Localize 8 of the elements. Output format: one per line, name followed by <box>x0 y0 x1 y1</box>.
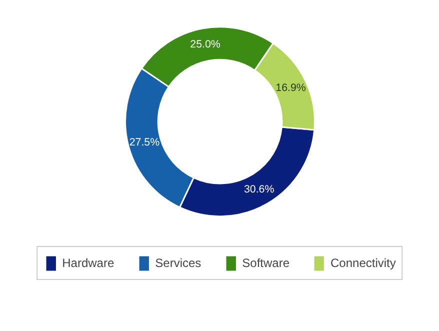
legend-label: Services <box>155 256 202 270</box>
data-label: 16.9% <box>276 82 306 94</box>
legend-label: Connectivity <box>330 256 396 270</box>
data-label: 27.5% <box>129 136 160 148</box>
data-label: 30.6% <box>244 184 275 196</box>
legend-label: Software <box>242 256 290 270</box>
data-label: 25.0% <box>190 38 221 51</box>
legend-label: Hardware <box>62 256 114 270</box>
